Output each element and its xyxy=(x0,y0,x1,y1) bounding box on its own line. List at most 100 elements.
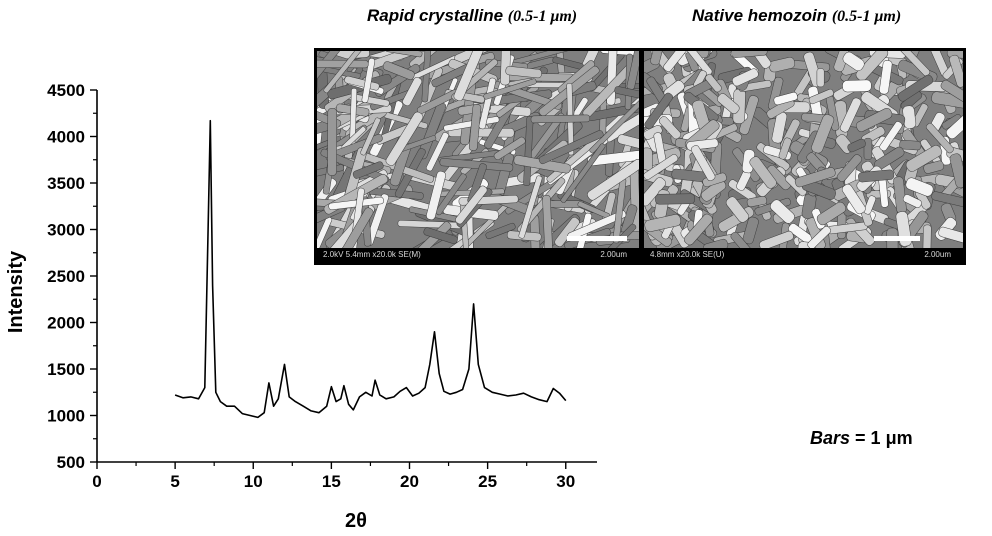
scale-bar-note: Bars = 1 μm xyxy=(810,428,913,449)
crystal-texture xyxy=(483,78,537,100)
crystal-texture xyxy=(360,117,381,156)
crystal-texture xyxy=(879,60,893,95)
y-tick-label: 1000 xyxy=(47,407,85,426)
crystal-texture xyxy=(816,201,847,226)
crystal-texture xyxy=(839,97,862,133)
crystal-texture xyxy=(453,51,489,101)
crystal-texture xyxy=(587,159,639,201)
crystal-texture xyxy=(778,137,792,160)
crystal-texture xyxy=(746,195,767,208)
crystal-texture xyxy=(858,169,895,183)
crystal-texture xyxy=(768,57,796,73)
sem-footer-native: 4.8mm x20.0k SE(U) 2.00um xyxy=(644,248,963,262)
crystal-texture xyxy=(530,114,591,124)
x-tick-label: 30 xyxy=(556,472,575,491)
y-axis-title: Intensity xyxy=(5,250,27,333)
sem-scale-native: 2.00um xyxy=(924,250,951,259)
crystal-texture xyxy=(690,145,716,182)
sem-scale-rapid: 2.00um xyxy=(600,250,627,259)
crystal-texture xyxy=(841,183,866,215)
crystal-texture xyxy=(905,145,943,172)
x-axis-ticks: 0 5 10 15 20 25 30 xyxy=(92,462,575,491)
scale-bar-note-label: Bars xyxy=(810,428,851,448)
crystal-texture xyxy=(323,51,369,94)
crystal-texture xyxy=(899,139,922,151)
crystal-texture xyxy=(361,58,376,103)
y-tick-label: 4000 xyxy=(47,128,85,147)
panel-title-rapid-main: Rapid crystalline xyxy=(367,6,504,25)
crystal-texture xyxy=(538,130,604,165)
crystal-texture xyxy=(644,92,673,130)
crystal-texture xyxy=(816,68,825,88)
crystal-texture xyxy=(327,108,337,176)
crystal-texture xyxy=(731,51,768,58)
crystal-texture xyxy=(811,114,835,154)
crystal-texture xyxy=(742,216,759,245)
crystal-texture xyxy=(705,73,722,93)
crystal-texture xyxy=(773,91,798,106)
crystal-texture xyxy=(879,121,903,152)
y-tick-label: 4500 xyxy=(47,81,85,100)
x-axis-title: 2θ xyxy=(345,510,367,532)
crystal-texture xyxy=(946,108,963,139)
crystal-texture xyxy=(523,115,534,187)
y-axis-ticks: 500 1000 1500 2000 2500 3000 3500 4000 4500 xyxy=(47,81,97,472)
sem-image-native: 4.8mm x20.0k SE(U) 2.00um xyxy=(641,48,966,265)
crystal-texture xyxy=(949,153,963,189)
crystal-texture xyxy=(949,54,963,88)
crystal-texture xyxy=(770,199,795,224)
sem-texture-rapid xyxy=(317,51,639,248)
crystal-texture xyxy=(478,77,497,130)
crystal-texture xyxy=(938,226,963,247)
crystal-texture xyxy=(863,195,876,215)
crystal-texture xyxy=(855,107,893,132)
crystal-texture xyxy=(658,116,682,140)
crystal-texture xyxy=(700,179,727,202)
crystal-texture xyxy=(614,86,639,103)
panel-title-rapid-size: (0.5-1 μm) xyxy=(507,8,578,25)
sem-meta-rapid: 2.0kV 5.4mm x20.0k SE(M) xyxy=(323,250,421,259)
y-tick-label: 500 xyxy=(57,453,85,472)
crystal-texture xyxy=(855,51,889,82)
x-tick-label: 10 xyxy=(244,472,263,491)
crystal-texture xyxy=(794,167,836,188)
crystal-texture xyxy=(650,51,663,66)
crystal-texture xyxy=(384,51,423,58)
x-tick-label: 20 xyxy=(400,472,419,491)
crystal-texture xyxy=(847,138,866,153)
crystal-texture xyxy=(435,173,467,216)
crystal-texture xyxy=(940,79,963,106)
y-tick-label: 2000 xyxy=(47,314,85,333)
x-tick-label: 25 xyxy=(478,472,497,491)
crystal-texture xyxy=(493,136,526,161)
series-line xyxy=(174,119,567,419)
crystal-texture xyxy=(725,196,749,223)
crystal-texture xyxy=(683,213,713,246)
crystal-texture xyxy=(922,224,932,248)
sem-meta-native: 4.8mm x20.0k SE(U) xyxy=(650,250,725,259)
crystal-texture xyxy=(732,68,759,87)
crystal-texture xyxy=(842,79,872,93)
crystal-texture xyxy=(587,150,639,166)
crystal-texture xyxy=(589,100,639,154)
crystal-texture xyxy=(341,207,374,248)
x-tick-label: 15 xyxy=(322,472,341,491)
crystal-texture xyxy=(759,230,794,248)
y-tick-label: 2500 xyxy=(47,267,85,286)
crystal-texture xyxy=(426,132,449,172)
crystal-texture xyxy=(542,195,553,248)
crystal-texture xyxy=(617,134,639,150)
sem-footer-rapid: 2.0kV 5.4mm x20.0k SE(M) 2.00um xyxy=(317,248,639,262)
sem-image-rapid: 2.0kV 5.4mm x20.0k SE(M) 2.00um xyxy=(314,48,642,265)
crystal-texture xyxy=(905,177,934,197)
crystal-texture xyxy=(923,160,944,174)
crystal-texture xyxy=(426,170,446,221)
crystal-texture xyxy=(730,231,752,248)
crystal-texture xyxy=(560,143,606,203)
y-tick-label: 3000 xyxy=(47,221,85,240)
crystal-texture xyxy=(655,193,695,205)
crystal-texture xyxy=(402,77,423,106)
panel-title-native: Native hemozoin (0.5-1 μm) xyxy=(692,6,901,26)
crystal-texture xyxy=(485,222,516,240)
